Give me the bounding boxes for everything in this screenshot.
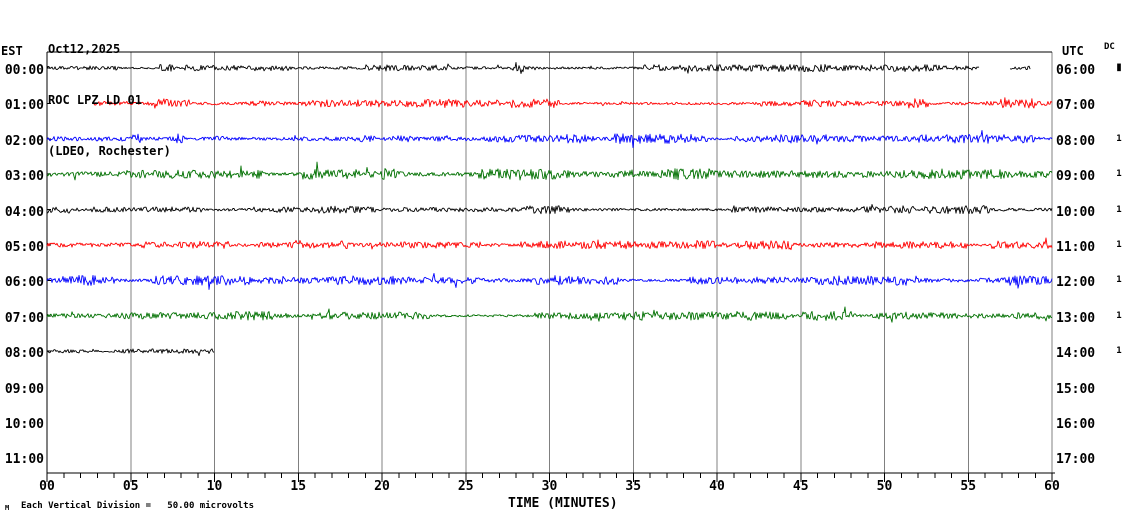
est-time-label: 10:00 — [4, 417, 44, 432]
est-time-label: 07:00 — [4, 310, 44, 326]
est-time-label: 01:00 — [4, 98, 44, 114]
header-station-location: (LDEO, Rochester) — [48, 144, 171, 158]
vertical-division-footnote: Each Vertical Division = 50.00 microvolt… — [21, 501, 254, 511]
x-tick-label: 40 — [709, 479, 725, 494]
est-time-label: 08:00 — [4, 346, 44, 362]
utc-time-label: 14:00 — [1056, 346, 1096, 362]
dc-offset-value: ▮ — [1116, 62, 1122, 73]
dc-offset-value: 1 — [1116, 240, 1122, 250]
x-tick-label: 55 — [960, 479, 977, 494]
utc-time-label: 10:00 — [1056, 204, 1096, 220]
x-tick-label: 45 — [792, 479, 809, 494]
seismogram-trace-row-1 — [93, 97, 1053, 109]
seismogram-trace-row-8 — [46, 348, 215, 357]
seismogram-trace-row-3 — [46, 161, 1053, 181]
est-time-label: 11:00 — [4, 452, 44, 468]
dc-offset-value: 1 — [1116, 133, 1122, 144]
seismogram-trace-row-4 — [46, 204, 1053, 215]
x-tick-label: 10 — [206, 479, 223, 494]
footnote-mark: M — [5, 504, 10, 512]
right-timezone-label: UTC — [1062, 44, 1084, 58]
x-tick-label: 15 — [290, 479, 307, 494]
header-date: Oct12,2025 — [48, 42, 121, 56]
utc-time-label: 09:00 — [1056, 169, 1096, 185]
x-tick-label: 30 — [541, 479, 558, 494]
dc-offset-value: 1 — [1116, 275, 1122, 286]
dc-offset-value: 1 — [1116, 204, 1122, 215]
x-tick-label: 25 — [457, 479, 474, 494]
x-tick-label: 05 — [122, 479, 139, 494]
utc-time-label: 13:00 — [1056, 310, 1096, 326]
dc-offset-value: 1 — [1116, 346, 1122, 357]
plot-header: Oct12,2025 ROC LPZ LD 01 (LDEO, Rocheste… — [48, 5, 171, 196]
seismogram-trace-row-5 — [46, 237, 1053, 251]
utc-time-label: 12:00 — [1056, 275, 1096, 291]
seismogram-trace-row-0 — [46, 62, 980, 74]
est-time-label: 02:00 — [4, 133, 44, 149]
utc-time-label: 08:00 — [1056, 133, 1096, 149]
seismogram-trace-row-6 — [46, 272, 1053, 290]
est-time-label: 06:00 — [4, 275, 44, 291]
x-axis-title: TIME (MINUTES) — [508, 496, 618, 511]
est-time-label: 00:00 — [4, 63, 44, 78]
left-timezone-label: EST — [1, 44, 23, 58]
est-time-label: 03:00 — [4, 169, 44, 185]
utc-time-label: 15:00 — [1056, 381, 1096, 397]
x-tick-label: 00 — [39, 479, 55, 494]
x-tick-label: 20 — [374, 479, 390, 494]
est-time-label: 09:00 — [4, 381, 44, 397]
utc-time-label: 06:00 — [1056, 63, 1096, 78]
dc-offset-value: 1 — [1116, 310, 1122, 321]
dc-column-label: DC — [1104, 42, 1115, 52]
seismogram-trace-row-7 — [46, 306, 1053, 323]
seismogram-trace-row-2 — [46, 130, 1053, 149]
seismogram-trace-row-0 — [1009, 65, 1031, 71]
utc-time-label: 07:00 — [1056, 98, 1096, 114]
est-time-label: 05:00 — [4, 240, 44, 255]
utc-time-label: 11:00 — [1056, 240, 1096, 255]
header-station-id: ROC LPZ LD 01 — [48, 93, 142, 107]
x-tick-label: 60 — [1044, 479, 1060, 494]
dc-offset-value: 1 — [1116, 169, 1122, 180]
utc-time-label: 16:00 — [1056, 417, 1096, 432]
x-tick-label: 50 — [876, 479, 893, 494]
x-tick-label: 35 — [625, 479, 642, 494]
est-time-label: 04:00 — [4, 204, 44, 220]
utc-time-label: 17:00 — [1056, 452, 1096, 468]
